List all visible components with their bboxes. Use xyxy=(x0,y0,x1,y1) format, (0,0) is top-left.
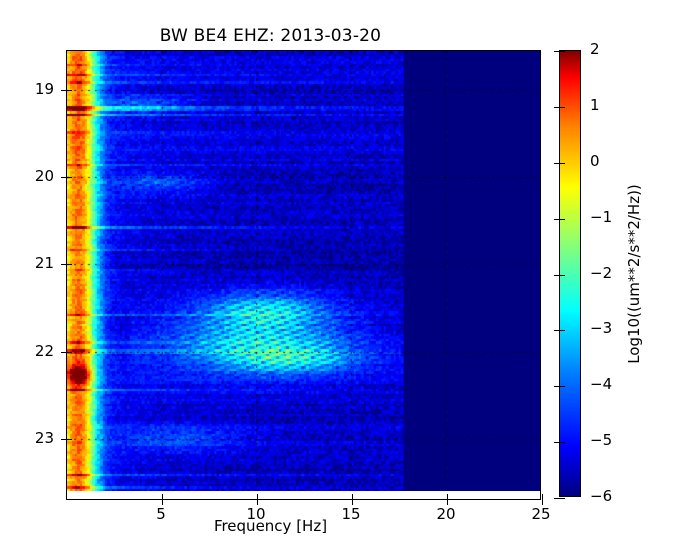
x-tick xyxy=(542,499,543,505)
colorbar-tick xyxy=(554,498,560,499)
x-tick xyxy=(257,499,258,505)
spectrogram-canvas xyxy=(67,51,540,491)
colorbar-tick-label: 0 xyxy=(590,151,600,170)
colorbar-tick-label: −2 xyxy=(590,263,613,282)
x-tick xyxy=(352,499,353,505)
x-tick-inner xyxy=(542,494,543,499)
colorbar-tick-label: −3 xyxy=(590,319,613,338)
y-tick-label: 21 xyxy=(34,254,54,273)
colorbar-tick xyxy=(554,330,560,332)
y-tick xyxy=(61,90,67,92)
colorbar-tick-inner xyxy=(560,386,565,388)
colorbar-tick xyxy=(554,106,560,108)
spectrogram-image xyxy=(67,51,540,491)
x-tick-inner xyxy=(257,494,258,499)
colorbar-tick-label: −6 xyxy=(590,487,613,505)
colorbar-tick xyxy=(554,442,560,444)
y-tick-label: 19 xyxy=(34,80,54,99)
y-tick xyxy=(61,351,67,353)
y-tick xyxy=(61,177,67,179)
colorbar-tick xyxy=(554,51,560,52)
colorbar-tick xyxy=(554,162,560,164)
y-tick-inner xyxy=(67,351,72,353)
colorbar-tick-label: −4 xyxy=(590,375,613,394)
x-tick-label: 15 xyxy=(341,505,361,523)
colorbar-tick-inner xyxy=(560,162,565,164)
x-tick-label: 20 xyxy=(436,505,456,523)
x-tick-label: 5 xyxy=(156,505,166,523)
colorbar-tick-label: 1 xyxy=(590,95,600,114)
colorbar-tick xyxy=(554,274,560,276)
colorbar-tick-inner xyxy=(560,330,565,332)
colorbar-label: Log10((um**2/s**2/Hz)) xyxy=(625,184,643,364)
colorbar-tick-inner xyxy=(560,51,565,52)
colorbar-tick xyxy=(554,218,560,220)
colorbar-tick-inner xyxy=(560,498,565,499)
y-tick-label: 22 xyxy=(34,341,54,360)
colorbar-tick-label: −5 xyxy=(590,431,613,450)
x-tick-inner xyxy=(162,494,163,499)
y-tick-inner xyxy=(67,177,72,179)
colorbar-tick-inner xyxy=(560,218,565,220)
y-tick-inner xyxy=(67,264,72,266)
x-tick-label: 10 xyxy=(246,505,266,523)
x-axis-label: Frequency [Hz] xyxy=(213,517,328,535)
x-tick-label: 25 xyxy=(531,505,551,523)
y-tick-label: 23 xyxy=(34,428,54,447)
y-tick-label: 20 xyxy=(34,167,54,186)
colorbar-tick-inner xyxy=(560,442,565,444)
y-tick-inner xyxy=(67,90,72,92)
plot-axes xyxy=(61,50,543,505)
y-tick xyxy=(61,438,67,440)
chart-title: BW BE4 EHZ: 2013-03-20 xyxy=(159,26,382,46)
colorbar-tick-inner xyxy=(560,274,565,276)
y-tick-inner xyxy=(67,438,72,440)
x-tick xyxy=(447,499,448,505)
colorbar-tick-inner xyxy=(560,106,565,108)
x-tick xyxy=(162,499,163,505)
x-tick-inner xyxy=(447,494,448,499)
colorbar-tick-label: −1 xyxy=(590,207,613,226)
x-tick-inner xyxy=(352,494,353,499)
y-tick xyxy=(61,264,67,266)
colorbar-tick xyxy=(554,386,560,388)
colorbar-tick-label: 2 xyxy=(590,40,600,58)
colorbar xyxy=(554,50,581,499)
